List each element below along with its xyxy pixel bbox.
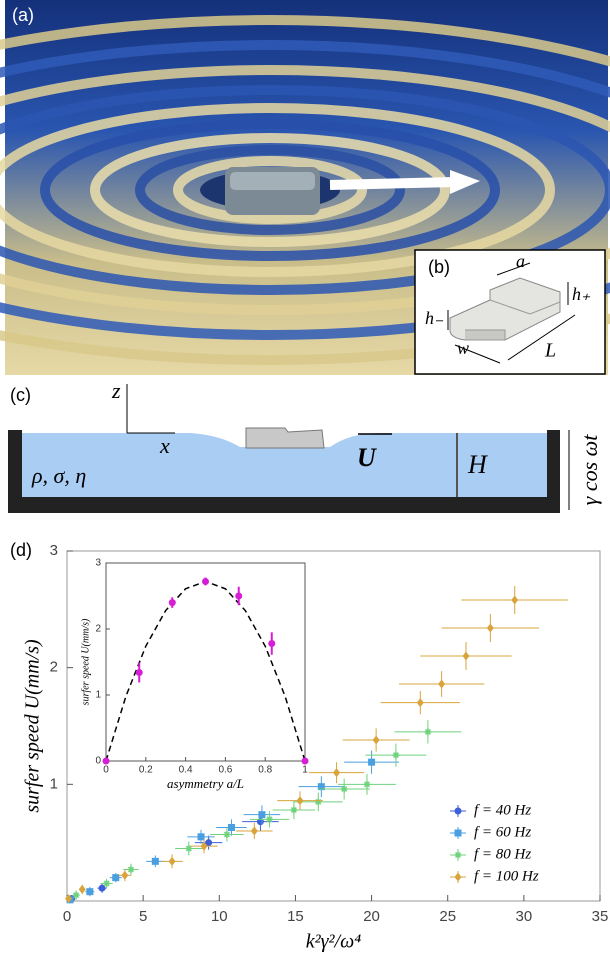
x-axis-label: asymmetry a/L (167, 776, 244, 791)
legend-marker (454, 829, 462, 837)
marker (103, 880, 111, 887)
x-tick-label: 15 (287, 908, 304, 925)
marker (197, 833, 205, 841)
x-axis-label: k²γ²/ω⁴ (306, 931, 361, 953)
marker (72, 891, 80, 899)
marker (202, 577, 209, 585)
legend-label: f = 40 Hz (474, 802, 531, 818)
marker (340, 785, 348, 793)
marker (121, 870, 129, 880)
forcing-label: γ cos ωt (577, 434, 602, 506)
legend-label: f = 60 Hz (474, 824, 531, 840)
x-tick-label: 10 (211, 908, 228, 925)
marker (78, 884, 86, 894)
inset-background (106, 563, 305, 761)
marker (86, 888, 94, 896)
y-tick-label: 1 (50, 775, 58, 792)
marker (98, 884, 106, 892)
y-tick-label: 2 (50, 659, 58, 676)
panel-label: (b) (428, 257, 450, 277)
marker (372, 735, 380, 745)
marker (168, 856, 176, 866)
x-tick-label: 0.6 (218, 765, 232, 776)
marker (363, 780, 371, 788)
marker (223, 831, 231, 838)
x-tick-label: 5 (139, 908, 147, 925)
depth-label: H (467, 450, 488, 479)
axes-box (105, 562, 306, 762)
x-tick-label: 20 (363, 908, 380, 925)
marker (227, 824, 235, 831)
marker (185, 845, 193, 852)
marker (424, 728, 432, 736)
x-tick-label: 30 (516, 908, 533, 925)
panel-label: (d) (10, 540, 32, 560)
marker (296, 796, 304, 806)
marker (168, 599, 176, 607)
y-axis-label: surfer speed U(mm/s) (22, 639, 44, 813)
marker (65, 894, 73, 904)
inset-b: (b) a h₊ h₋ w L (414, 249, 606, 375)
axis-x: x (159, 433, 170, 458)
marker (250, 826, 258, 836)
marker (268, 640, 276, 648)
axes-box (66, 550, 601, 902)
marker (205, 839, 213, 847)
marker (258, 811, 266, 819)
dim-label: w (457, 338, 469, 358)
marker (102, 757, 110, 765)
marker (438, 679, 446, 689)
y-tick-label: 1 (95, 690, 101, 701)
panel-label: (c) (10, 385, 31, 405)
marker (235, 592, 243, 600)
marker (314, 798, 322, 806)
x-tick-label: 0.8 (258, 765, 272, 776)
marker (416, 698, 424, 708)
legend-marker (454, 807, 462, 815)
y-tick-label: 2 (95, 624, 101, 635)
marker (368, 758, 376, 766)
dim-label: L (544, 340, 556, 362)
marker (301, 757, 309, 765)
marker (317, 783, 325, 791)
marker (392, 751, 400, 759)
dim-label: h₊ (572, 284, 591, 304)
x-tick-label: 0 (63, 908, 71, 925)
legend-label: f = 100 Hz (474, 868, 539, 884)
marker (112, 874, 120, 882)
legend-label: f = 80 Hz (474, 846, 531, 862)
photo: (a) (0, 0, 610, 375)
x-tick-label: 0.4 (179, 765, 193, 776)
marker (266, 815, 274, 823)
velocity-label: U (357, 443, 377, 472)
tank-diagram: (c) z x U H ρ, σ, η γ cos ωt (8, 378, 602, 513)
legend-marker (454, 851, 462, 859)
x-tick-label: 35 (592, 908, 609, 925)
y-axis-label: surfer speed U(mm/s) (80, 618, 91, 705)
x-tick-label: 0 (103, 765, 109, 776)
marker (333, 768, 341, 778)
fluid-params: ρ, σ, η (31, 463, 86, 488)
x-tick-label: 25 (439, 908, 456, 925)
x-tick-label: 0.2 (139, 765, 153, 776)
y-tick-label: 3 (95, 558, 101, 569)
marker (135, 669, 143, 677)
marker (290, 806, 298, 814)
marker (127, 866, 135, 873)
dim-label: h₋ (425, 308, 444, 328)
marker (200, 841, 208, 851)
marker (462, 651, 470, 661)
marker (511, 595, 519, 605)
dim-label: a (516, 251, 525, 271)
legend-marker (454, 872, 462, 882)
x-tick-label: 1 (302, 765, 308, 776)
axis-z: z (111, 378, 121, 403)
panel-label: (a) (12, 5, 34, 25)
marker (486, 623, 494, 633)
y-tick-label: 3 (50, 542, 58, 559)
marker (151, 857, 159, 865)
y-tick-label: 0 (95, 756, 101, 767)
